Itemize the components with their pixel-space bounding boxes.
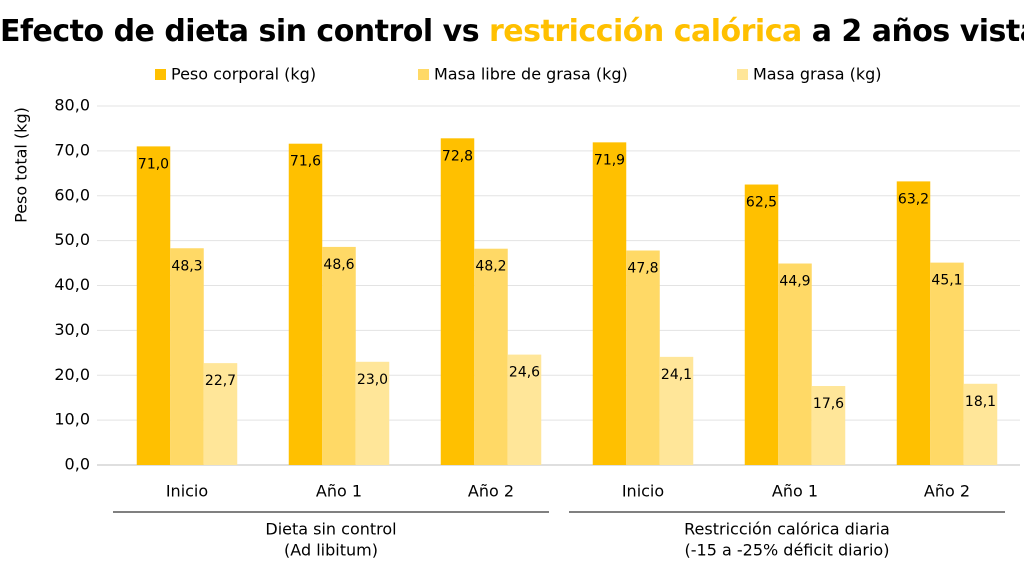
legend-label: Masa libre de grasa (kg) xyxy=(434,65,628,84)
bar xyxy=(963,383,998,465)
bar xyxy=(896,181,931,465)
value-label: 72,8 xyxy=(442,148,473,164)
x-tick-label: Año 2 xyxy=(468,482,514,501)
bar xyxy=(355,361,390,465)
value-label: 71,6 xyxy=(290,154,321,170)
y-tick-label: 30,0 xyxy=(54,320,90,339)
chart-title: Efecto de dieta sin control vs restricci… xyxy=(0,14,1024,49)
bar xyxy=(136,146,171,465)
value-label: 48,2 xyxy=(475,259,506,275)
y-tick-label: 10,0 xyxy=(54,410,90,429)
bar xyxy=(930,262,964,465)
bar xyxy=(474,248,508,465)
value-label: 45,1 xyxy=(931,273,962,289)
bar xyxy=(744,184,779,465)
bar xyxy=(288,143,323,465)
bar xyxy=(659,356,694,465)
y-tick-label: 70,0 xyxy=(54,140,90,159)
y-tick-label: 60,0 xyxy=(54,185,90,204)
y-axis-label: Peso total (kg) xyxy=(12,107,31,223)
value-label: 17,6 xyxy=(813,396,844,412)
value-label: 18,1 xyxy=(965,394,996,410)
y-tick-label: 40,0 xyxy=(54,275,90,294)
value-label: 48,6 xyxy=(323,257,354,273)
title-highlight: restricción calórica xyxy=(489,14,802,49)
x-tick-label: Inicio xyxy=(166,482,208,501)
value-label: 47,8 xyxy=(627,260,658,276)
value-label: 23,0 xyxy=(357,372,388,388)
x-tick-label: Año 1 xyxy=(772,482,818,501)
bar xyxy=(592,142,627,465)
x-tick-label: Año 1 xyxy=(316,482,362,501)
bar xyxy=(626,250,660,465)
x-tick-label: Inicio xyxy=(622,482,664,501)
legend-swatch xyxy=(418,69,429,80)
title-part: a 2 años vista xyxy=(811,14,1024,49)
group-label: (Ad libitum) xyxy=(284,541,378,560)
title-part: Efecto de dieta sin control vs xyxy=(0,14,480,49)
bar xyxy=(440,138,475,465)
value-label: 71,0 xyxy=(138,156,169,172)
legend-label: Peso corporal (kg) xyxy=(171,65,316,84)
value-label: 24,6 xyxy=(509,365,540,381)
y-tick-label: 50,0 xyxy=(54,230,90,249)
value-label: 63,2 xyxy=(898,191,929,207)
bar xyxy=(203,363,238,465)
value-label: 48,3 xyxy=(171,258,202,274)
bar xyxy=(507,354,542,465)
y-tick-label: 0,0 xyxy=(65,455,90,474)
bar xyxy=(778,263,812,465)
legend-swatch xyxy=(155,69,166,80)
x-tick-label: Año 2 xyxy=(924,482,970,501)
value-label: 24,1 xyxy=(661,367,692,383)
value-label: 44,9 xyxy=(779,274,810,290)
value-label: 22,7 xyxy=(205,373,236,389)
bar xyxy=(811,386,846,465)
legend-swatch xyxy=(737,69,748,80)
y-tick-label: 80,0 xyxy=(54,96,90,115)
group-label: (-15 a -25% déficit diario) xyxy=(685,541,890,560)
bar xyxy=(170,248,204,465)
value-label: 62,5 xyxy=(746,195,777,211)
y-tick-label: 20,0 xyxy=(54,365,90,384)
legend-label: Masa grasa (kg) xyxy=(753,65,882,84)
group-label: Restricción calórica diaria xyxy=(684,520,890,539)
bar xyxy=(322,246,356,465)
group-label: Dieta sin control xyxy=(265,520,396,539)
value-label: 71,9 xyxy=(594,152,625,168)
